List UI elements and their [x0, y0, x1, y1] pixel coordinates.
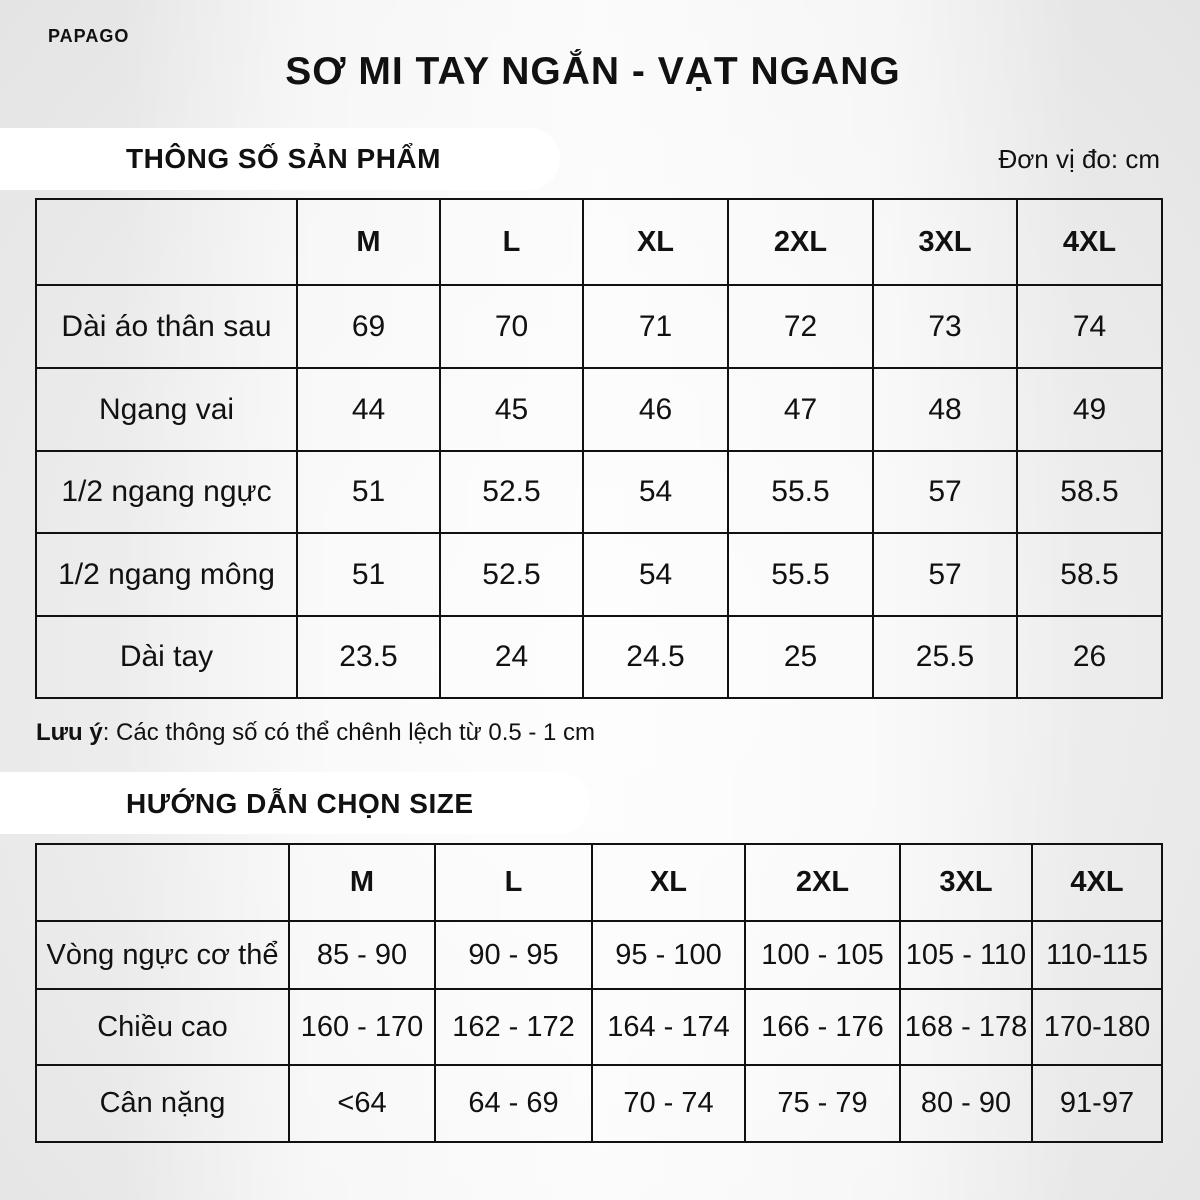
size-header: 3XL	[899, 843, 1033, 922]
size-header: M	[296, 198, 441, 286]
value-cell: 71	[582, 284, 729, 369]
value-cell: 25.5	[872, 615, 1018, 699]
value-cell: 51	[296, 532, 441, 617]
size-header: 4XL	[1031, 843, 1163, 922]
table-row: 1/2 ngang mông 51 52.5 54 55.5 57 58.5	[35, 532, 1163, 617]
value-cell: 45	[439, 367, 584, 452]
value-cell: 75 - 79	[744, 1064, 901, 1143]
value-cell: 26	[1016, 615, 1163, 699]
guide-heading: HƯỚNG DẪN CHỌN SIZE	[126, 788, 474, 819]
value-cell: 52.5	[439, 450, 584, 534]
value-cell: 46	[582, 367, 729, 452]
size-header: L	[434, 843, 593, 922]
page-title: SƠ MI TAY NGẮN - VẠT NGANG	[285, 50, 901, 93]
corner-cell	[35, 198, 298, 286]
value-cell: 24.5	[582, 615, 729, 699]
size-guide-table: M L XL 2XL 3XL 4XL Vòng ngực cơ thể 85 - 90 90 -…	[35, 843, 1163, 1143]
table-row: Ngang vai 44 45 46 47 48 49	[35, 367, 1163, 452]
value-cell: 64 - 69	[434, 1064, 593, 1143]
value-cell: 25	[727, 615, 874, 699]
section-heading-background	[0, 128, 560, 190]
value-cell: 74	[1016, 284, 1163, 369]
value-cell: 91-97	[1031, 1064, 1163, 1143]
value-cell: 51	[296, 450, 441, 534]
table-row: Vòng ngực cơ thể 85 - 90 90 - 95 95 - 100 10…	[35, 920, 1163, 990]
value-cell: 70	[439, 284, 584, 369]
value-cell: 72	[727, 284, 874, 369]
row-label: 1/2 ngang ngực	[35, 450, 298, 534]
value-cell: 55.5	[727, 450, 874, 534]
note-label: Lưu ý	[36, 719, 103, 746]
value-cell: 48	[872, 367, 1018, 452]
table-row: Dài áo thân sau 69 70 71 72 73 74	[35, 284, 1163, 369]
brand-logo: PAPAGO	[48, 26, 130, 46]
value-cell: <64	[288, 1064, 436, 1143]
size-header: 2XL	[744, 843, 901, 922]
row-label: Dài áo thân sau	[35, 284, 298, 369]
table-row: Dài tay 23.5 24 24.5 25 25.5 26	[35, 615, 1163, 699]
value-cell: 23.5	[296, 615, 441, 699]
size-header: 4XL	[1016, 198, 1163, 286]
value-cell: 170-180	[1031, 988, 1163, 1066]
table-row: Chiều cao 160 - 170 162 - 172 164 - 174 166 …	[35, 988, 1163, 1066]
value-cell: 80 - 90	[899, 1064, 1033, 1143]
value-cell: 105 - 110	[899, 920, 1033, 990]
value-cell: 44	[296, 367, 441, 452]
value-cell: 110-115	[1031, 920, 1163, 990]
size-header: 2XL	[727, 198, 874, 286]
value-cell: 90 - 95	[434, 920, 593, 990]
size-header: XL	[582, 198, 729, 286]
value-cell: 47	[727, 367, 874, 452]
value-cell: 85 - 90	[288, 920, 436, 990]
size-header: XL	[591, 843, 746, 922]
value-cell: 162 - 172	[434, 988, 593, 1066]
specs-table: M L XL 2XL 3XL 4XL Dài áo thân sau 69 70 71 72 73 74…	[35, 198, 1163, 699]
header-row: M L XL 2XL 3XL 4XL	[35, 198, 1163, 286]
size-header: M	[288, 843, 436, 922]
unit-label: Đơn vị đo: cm	[998, 144, 1160, 174]
value-cell: 49	[1016, 367, 1163, 452]
value-cell: 54	[582, 450, 729, 534]
value-cell: 52.5	[439, 532, 584, 617]
table-row: Cân nặng <64 64 - 69 70 - 74 75 - 79 80 - 90 9…	[35, 1064, 1163, 1143]
specs-heading: THÔNG SỐ SẢN PHẨM	[126, 143, 441, 174]
value-cell: 168 - 178	[899, 988, 1033, 1066]
note-text: : Các thông số có thể chênh lệch từ 0.5 …	[102, 719, 596, 746]
value-cell: 69	[296, 284, 441, 369]
row-label: Ngang vai	[35, 367, 298, 452]
row-label: Cân nặng	[35, 1064, 290, 1143]
value-cell: 100 - 105	[744, 920, 901, 990]
value-cell: 166 - 176	[744, 988, 901, 1066]
value-cell: 24	[439, 615, 584, 699]
table-row: 1/2 ngang ngực 51 52.5 54 55.5 57 58.5	[35, 450, 1163, 534]
value-cell: 57	[872, 532, 1018, 617]
value-cell: 57	[872, 450, 1018, 534]
value-cell: 54	[582, 532, 729, 617]
value-cell: 164 - 174	[591, 988, 746, 1066]
value-cell: 70 - 74	[591, 1064, 746, 1143]
row-label: 1/2 ngang mông	[35, 532, 298, 617]
value-cell: 58.5	[1016, 532, 1163, 617]
value-cell: 55.5	[727, 532, 874, 617]
value-cell: 160 - 170	[288, 988, 436, 1066]
row-label: Vòng ngực cơ thể	[35, 920, 290, 990]
value-cell: 73	[872, 284, 1018, 369]
header-row: M L XL 2XL 3XL 4XL	[35, 843, 1163, 922]
section-heading-background	[0, 772, 590, 834]
note: Lưu ý: Các thông số có thể chênh lệch từ…	[36, 719, 595, 747]
size-header: 3XL	[872, 198, 1018, 286]
corner-cell	[35, 843, 290, 922]
value-cell: 58.5	[1016, 450, 1163, 534]
value-cell: 95 - 100	[591, 920, 746, 990]
row-label: Dài tay	[35, 615, 298, 699]
size-header: L	[439, 198, 584, 286]
row-label: Chiều cao	[35, 988, 290, 1066]
